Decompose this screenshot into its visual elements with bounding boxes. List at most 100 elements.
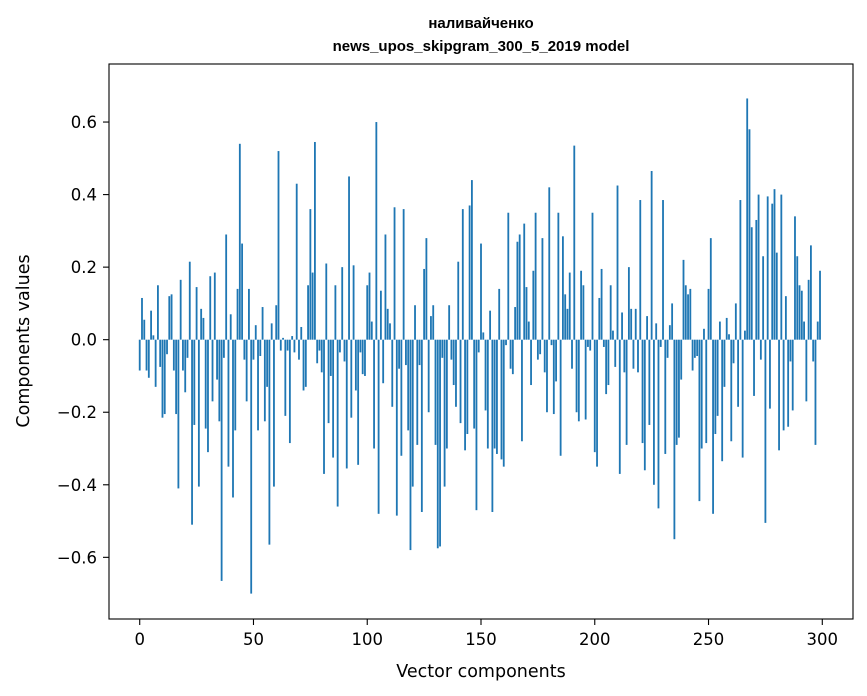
bar-170: [525, 287, 528, 340]
bar-279: [773, 189, 776, 340]
bar-245: [696, 339, 699, 357]
bar-40: [229, 314, 232, 340]
bar-250: [707, 288, 710, 340]
bar-150: [480, 243, 482, 340]
bar-100: [366, 285, 369, 340]
bar-49: [250, 339, 253, 594]
x-tick-label: 100: [351, 630, 383, 649]
bar-142: [461, 209, 464, 340]
bar-209: [614, 339, 617, 367]
bar-176: [539, 339, 542, 355]
bar-239: [682, 259, 685, 340]
bar-284: [784, 296, 787, 340]
bar-289: [796, 256, 799, 340]
bar-63: [282, 337, 284, 340]
bar-1: [141, 297, 143, 340]
bar-268: [748, 129, 751, 340]
bar-203: [600, 268, 603, 340]
bar-216: [630, 308, 633, 340]
bar-22: [188, 261, 191, 340]
bar-84: [329, 339, 332, 376]
bar-75: [309, 209, 312, 340]
bar-269: [750, 227, 753, 340]
bar-7: [154, 339, 157, 387]
bar-299: [819, 270, 821, 340]
bar-24: [193, 339, 196, 425]
bar-179: [546, 339, 548, 413]
bar-35: [218, 339, 221, 422]
bar-265: [741, 339, 744, 458]
bar-185: [559, 339, 562, 456]
bar-86: [334, 285, 337, 340]
bar-272: [757, 194, 760, 340]
bar-71: [300, 326, 303, 340]
bar-51: [254, 325, 257, 340]
bar-207: [609, 285, 612, 340]
bar-89: [341, 267, 344, 340]
bar-101: [368, 272, 371, 340]
bar-20: [184, 339, 187, 393]
bar-174: [534, 212, 537, 340]
bar-153: [486, 339, 489, 449]
y-tick-label: −0.6: [57, 548, 97, 567]
bar-106: [379, 290, 382, 340]
bar-133: [441, 339, 444, 358]
bar-214: [625, 339, 628, 445]
bar-111: [391, 339, 394, 407]
bar-293: [805, 339, 808, 402]
bar-18: [179, 279, 182, 340]
bar-62: [279, 339, 282, 351]
x-tick-label: 300: [807, 630, 839, 649]
bar-237: [678, 339, 680, 438]
bar-286: [789, 339, 792, 362]
bar-127: [427, 339, 430, 413]
bar-276: [766, 196, 769, 340]
bar-91: [345, 339, 348, 469]
chart-title-line-1: наливайченко: [428, 15, 533, 32]
bar-85: [332, 339, 335, 458]
bar-234: [671, 303, 674, 340]
bar-201: [596, 339, 598, 467]
bar-47: [245, 339, 248, 402]
bar-288: [794, 216, 796, 340]
bar-128: [430, 316, 432, 340]
bar-79: [318, 339, 321, 351]
bar-146: [470, 180, 473, 340]
y-tick-label: −0.4: [57, 476, 97, 495]
bar-97: [359, 339, 362, 353]
bar-205: [605, 339, 608, 395]
y-tick-label: 0.2: [71, 258, 97, 277]
bar-172: [530, 339, 532, 386]
bar-118: [407, 339, 410, 431]
bar-135: [445, 339, 448, 449]
bar-231: [664, 339, 667, 454]
bar-188: [566, 308, 569, 340]
bar-11: [163, 339, 166, 415]
bar-32: [211, 339, 214, 402]
bar-36: [220, 339, 223, 581]
bar-103: [373, 339, 375, 449]
bar-281: [778, 339, 780, 451]
bar-259: [728, 334, 730, 340]
bar-262: [734, 303, 737, 340]
bar-104: [375, 122, 378, 340]
bar-0: [138, 339, 141, 371]
bar-132: [439, 339, 441, 547]
bar-88: [339, 339, 341, 353]
bar-213: [623, 339, 626, 373]
bar-12: [166, 339, 168, 355]
bar-227: [655, 323, 658, 340]
bar-14: [170, 294, 173, 340]
bar-27: [200, 308, 203, 340]
bar-151: [482, 332, 485, 340]
chart-title-line-2: news_upos_skipgram_300_5_2019 model: [333, 38, 630, 55]
y-tick-label: −0.2: [57, 403, 97, 422]
bar-287: [791, 339, 794, 411]
bar-114: [398, 339, 400, 369]
bar-291: [800, 290, 803, 340]
bar-26: [197, 339, 200, 487]
bar-210: [616, 185, 619, 340]
bar-82: [325, 263, 328, 340]
